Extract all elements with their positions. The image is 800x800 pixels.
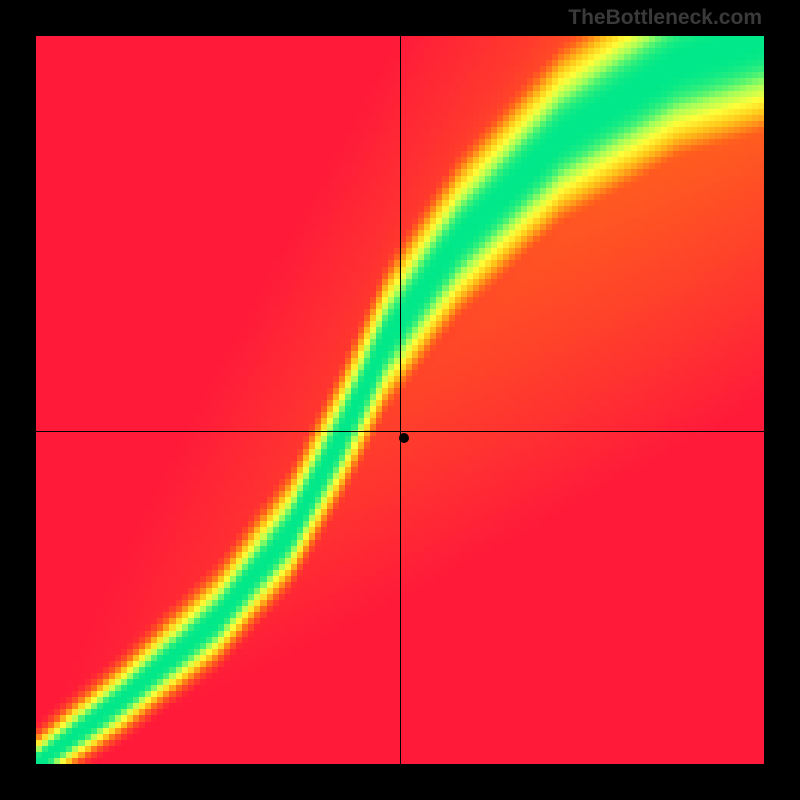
watermark-text: TheBottleneck.com bbox=[568, 6, 762, 30]
data-point-marker bbox=[399, 433, 409, 443]
crosshair-vertical bbox=[400, 36, 401, 764]
heatmap-chart bbox=[36, 36, 764, 764]
